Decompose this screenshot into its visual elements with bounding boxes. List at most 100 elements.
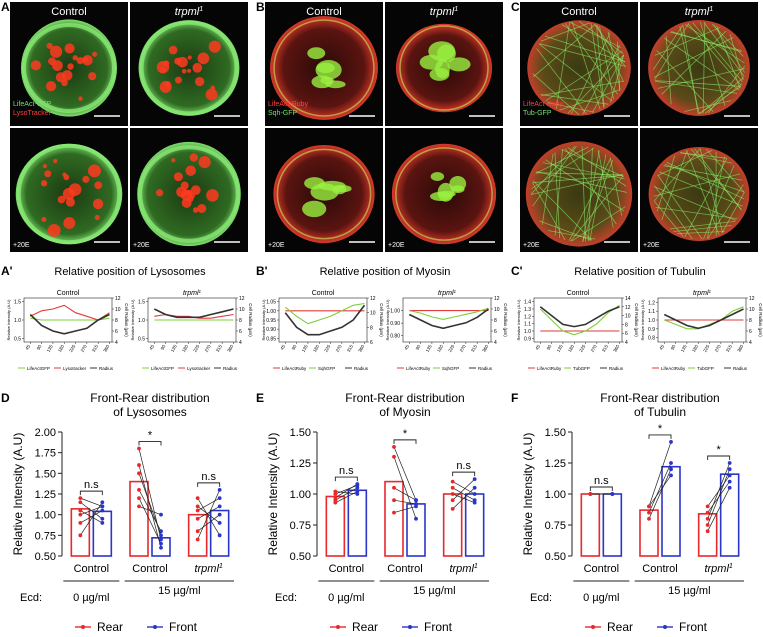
lysosome: [82, 56, 89, 63]
y-axis-label: Relative Intensity (A.U): [516, 299, 521, 341]
x-tick-label-main: Control: [329, 563, 364, 575]
data-point: [78, 500, 83, 505]
microtubule: [547, 102, 594, 113]
chart-title: of Tubulin: [634, 405, 686, 419]
data-point: [450, 492, 455, 496]
significance-label: n.s: [594, 475, 609, 487]
series-line: [29, 313, 110, 335]
x-tick-label: 180: [436, 344, 444, 353]
y2-tick-label: 10: [370, 311, 376, 317]
microtubule: [657, 150, 712, 176]
data-point: [705, 504, 710, 509]
y2-axis-label: Cell Radius (µm): [634, 303, 639, 337]
myosin: [429, 67, 450, 81]
microtubule: [706, 156, 725, 239]
bar: [580, 493, 601, 557]
lysosome: [68, 183, 82, 196]
y-tick-label: 1.75: [35, 448, 56, 460]
pair-connector: [393, 506, 417, 513]
significance-label: n.s: [339, 465, 354, 477]
x-tick-label: Control: [584, 563, 619, 575]
microtubule: [541, 153, 554, 225]
x-tick-label: 180: [57, 344, 65, 353]
treatment-label: +20E: [13, 242, 30, 249]
data-point: [647, 504, 651, 509]
microtubule: [657, 68, 745, 89]
lysosome: [45, 80, 57, 92]
y2-tick-label: 6: [625, 331, 628, 337]
microtubule: [567, 147, 627, 187]
microtubule: [700, 22, 726, 106]
microtubule: [542, 162, 625, 180]
micrograph: [520, 2, 638, 126]
microtubule: [655, 80, 738, 94]
condition: 15 µg/ml: [158, 585, 200, 597]
x-tick-label: 360: [226, 344, 234, 353]
legend-label: SqhGFP: [318, 366, 335, 371]
pair-connector: [648, 462, 672, 513]
y-axis-label: Relative Intensity (A.U): [521, 433, 535, 556]
condition-label: Ecd:: [530, 592, 552, 604]
lysosome: [82, 175, 90, 183]
y2-tick-label: 10: [239, 307, 245, 313]
microtubule: [540, 94, 609, 105]
pair-connector: [138, 506, 162, 515]
y-tick-label: 1.5: [138, 300, 145, 306]
bar: [602, 493, 623, 557]
chart-title-main: trpml: [183, 290, 199, 297]
chart-title-sup: 1: [199, 289, 202, 294]
x-tick-label: 180: [691, 344, 699, 353]
series-line: [663, 308, 744, 330]
bar: [209, 509, 230, 557]
data-point: [137, 446, 141, 451]
microtubule: [676, 231, 725, 235]
microtubule: [673, 224, 732, 232]
pair-connector: [393, 499, 417, 505]
x-tick-label: 360: [357, 344, 365, 353]
lysosome: [174, 76, 182, 84]
pair-connector: [80, 501, 103, 520]
data-point: [333, 495, 338, 500]
myosin: [437, 190, 456, 198]
legend-dot: [408, 625, 412, 629]
condition: 0 µg/ml: [73, 592, 109, 604]
lysosome: [76, 57, 84, 65]
y-tick-label: 0.90: [266, 327, 276, 333]
lysosome: [57, 195, 66, 204]
pair-connector: [648, 475, 672, 507]
channel-label: LifeAct-GFP: [13, 101, 51, 108]
y2-tick-label: 10: [494, 307, 500, 313]
x-tick-label: 45: [403, 344, 410, 351]
chart-title: trpml1: [183, 289, 202, 298]
pair-connector: [197, 514, 220, 532]
lysosome: [187, 55, 192, 60]
x-tick-label-main: trpml: [194, 563, 219, 575]
data-point: [78, 533, 83, 538]
myosin: [451, 185, 465, 194]
data-point: [355, 482, 360, 486]
x-tick-label: 45: [534, 344, 541, 351]
bar: [384, 480, 404, 557]
microtubule: [588, 148, 593, 241]
cell-cortex: [273, 19, 375, 117]
data-point: [217, 521, 222, 525]
microtubule: [699, 148, 724, 233]
microtubule: [581, 146, 586, 242]
data-point: [159, 537, 163, 542]
cell-body: [138, 20, 240, 116]
microtubule: [564, 147, 617, 225]
significance-bracket: [334, 476, 358, 482]
microtubule: [582, 150, 600, 242]
lysosome: [206, 189, 219, 202]
microtubule: [555, 22, 571, 109]
lysosome: [53, 158, 58, 164]
column-label: Control: [306, 6, 341, 18]
channel-label: LysoTracker: [13, 110, 52, 117]
x-tick-label: 45: [148, 344, 155, 351]
data-point: [100, 504, 105, 509]
microtubule: [679, 26, 700, 114]
y2-tick-label: 8: [370, 325, 373, 331]
cell-cortex: [399, 25, 489, 111]
legend-dot: [81, 625, 85, 629]
